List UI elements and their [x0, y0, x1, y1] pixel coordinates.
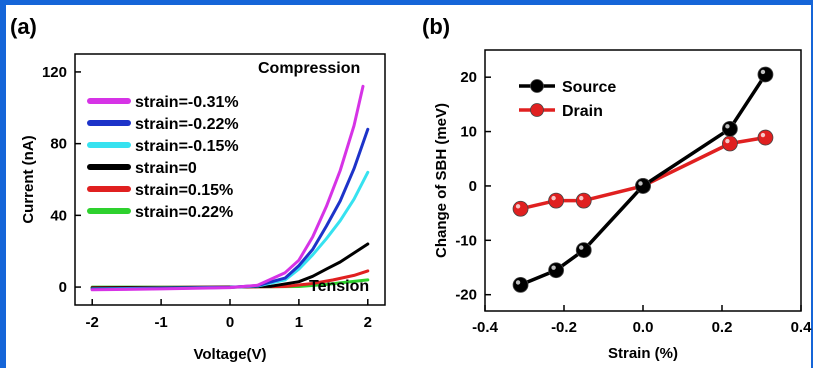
legend-label-a: strain=0.22% — [135, 204, 233, 221]
legend-label-a: strain=0 — [135, 160, 197, 177]
y-tick-label-b: 20 — [460, 69, 477, 86]
data-point-b — [548, 192, 564, 209]
y-tick-label-a: 80 — [50, 136, 67, 153]
x-tick-label-b: -0.2 — [551, 319, 577, 336]
x-tick-label-b: 0.4 — [791, 319, 813, 336]
panel-label-a: (a) — [10, 14, 37, 39]
data-point-highlight — [760, 69, 766, 75]
y-tick-label-b: 10 — [460, 124, 477, 141]
legend-label-a: strain=-0.22% — [135, 116, 239, 133]
annotation-tension: Tension — [309, 278, 369, 295]
legend-label-a: strain=0.15% — [135, 182, 233, 199]
x-tick-label-a: 1 — [295, 314, 303, 331]
annotation-compression: Compression — [258, 60, 360, 77]
data-point-highlight — [725, 124, 730, 129]
x-tick-label-b: -0.4 — [472, 319, 499, 336]
y-tick-label-a: 120 — [42, 64, 67, 81]
x-tick-label-a: -2 — [86, 314, 99, 331]
y-tick-label-a: 40 — [50, 207, 67, 224]
x-axis-title-a: Voltage(V) — [193, 346, 266, 363]
y-tick-label-a: 0 — [59, 279, 67, 296]
data-point-highlight — [515, 204, 521, 209]
data-point-b — [575, 192, 592, 209]
data-point-highlight — [579, 245, 584, 250]
legend-label-b: Drain — [562, 103, 603, 120]
panel-label-b: (b) — [422, 14, 450, 39]
plot-frame-a — [74, 53, 386, 306]
data-point-b — [512, 200, 529, 217]
data-point-b — [512, 276, 529, 293]
legend-label-a: strain=-0.15% — [135, 138, 239, 155]
legend-label-b: Source — [562, 79, 616, 96]
data-point-highlight — [725, 138, 730, 144]
x-tick-label-b: 0.2 — [712, 319, 733, 336]
y-axis-title-a: Current (nA) — [20, 135, 37, 223]
legend-marker-b — [530, 103, 544, 117]
data-point-b — [575, 242, 592, 259]
data-point-b — [757, 129, 774, 146]
x-axis-title-b: Strain (%) — [608, 345, 678, 362]
x-tick-label-a: 0 — [226, 314, 234, 331]
data-point-highlight — [551, 265, 556, 270]
data-point-b — [548, 262, 564, 279]
data-point-b — [722, 135, 738, 152]
data-point-b — [757, 66, 774, 83]
data-point-highlight — [638, 181, 643, 186]
legend-label-a: strain=-0.31% — [135, 94, 239, 111]
data-point-highlight — [551, 195, 556, 201]
y-tick-label-b: -10 — [455, 232, 477, 249]
y-tick-label-b: 0 — [469, 178, 477, 195]
data-point-b — [635, 178, 651, 194]
data-point-highlight — [760, 132, 766, 138]
data-point-b — [722, 120, 738, 137]
x-tick-label-a: 2 — [364, 314, 372, 331]
data-point-highlight — [515, 280, 521, 285]
x-tick-label-b: 0.0 — [633, 319, 654, 336]
legend-marker-b — [530, 79, 544, 93]
series-line-a — [90, 84, 365, 292]
data-point-highlight — [579, 195, 584, 201]
y-axis-title-b: Change of SBH (meV) — [433, 103, 450, 258]
x-tick-label-a: -1 — [154, 314, 167, 331]
y-tick-label-b: -20 — [455, 287, 477, 304]
